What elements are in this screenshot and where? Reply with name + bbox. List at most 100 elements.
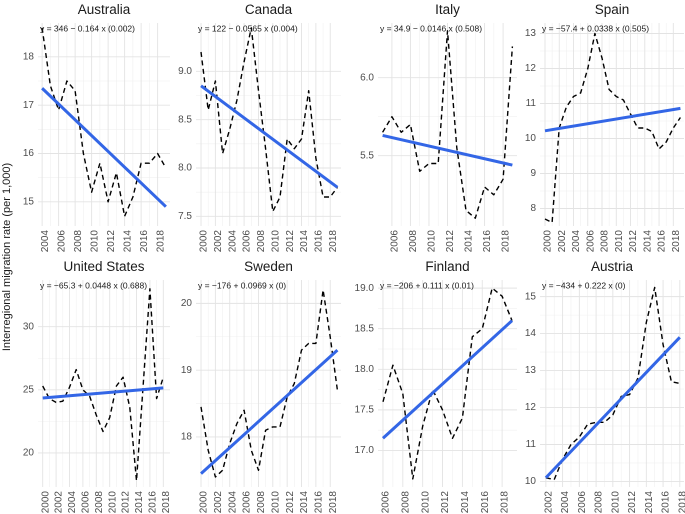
x-tick-label: 2014 [299, 491, 310, 514]
x-tick-label: 2018 [155, 230, 166, 253]
y-tick-label: 12 [525, 63, 537, 74]
series-line [545, 286, 680, 481]
trend-line [544, 336, 681, 479]
y-tick-label: 18 [23, 51, 35, 62]
x-tick-label: 2018 [500, 491, 511, 514]
x-tick-label: 2004 [227, 491, 238, 514]
x-tick-label: 2014 [644, 491, 655, 514]
y-tick-label: 18.5 [355, 323, 375, 334]
x-tick-label: 2012 [285, 230, 296, 253]
x-tick-label: 2018 [328, 230, 339, 253]
y-tick-label: 15 [23, 196, 35, 207]
x-tick-label: 2008 [594, 491, 605, 514]
x-tick-label: 2008 [408, 230, 419, 253]
y-tick-label: 17 [23, 100, 35, 111]
y-tick-label: 13 [525, 28, 537, 39]
trend-line [200, 349, 339, 475]
x-tick-label: 2016 [314, 230, 325, 253]
equation-label: y = −434 + 0.222 x (0) [542, 280, 626, 290]
x-tick-label: 2014 [460, 491, 471, 514]
equation-label: y = −57.4 + 0.0338 x (0.505) [542, 23, 649, 33]
y-tick-label: 11 [526, 98, 537, 109]
x-tick-label: 2016 [657, 230, 668, 253]
x-tick-label: 2006 [585, 230, 596, 253]
x-tick-label: 2006 [390, 230, 401, 253]
series-line [200, 289, 339, 478]
y-tick-label: 25 [23, 384, 35, 395]
x-tick-label: 2006 [81, 491, 92, 514]
panel-title: Spain [595, 2, 630, 17]
x-tick-label: 2010 [427, 230, 438, 253]
x-tick-label: 2006 [577, 491, 588, 514]
x-tick-label: 2016 [148, 491, 159, 514]
x-tick-label: 2002 [54, 491, 65, 514]
x-tick-label: 2016 [661, 491, 672, 514]
x-tick-label: 2016 [482, 230, 493, 253]
y-tick-label: 17.5 [355, 405, 375, 416]
x-tick-label: 2002 [213, 491, 224, 514]
y-tick-label: 17.0 [355, 445, 375, 456]
trend-line [544, 106, 681, 133]
equation-label: y = −65.3 + 0.0448 x (0.688) [40, 280, 147, 290]
equation-label: y = 34.9 − 0.0146 x (0.508) [380, 23, 482, 33]
x-tick-label: 2002 [544, 491, 555, 514]
x-tick-label: 2008 [94, 491, 105, 514]
series-line [41, 27, 167, 218]
trend-line [200, 84, 339, 189]
x-tick-label: 2016 [139, 230, 150, 253]
panel-0: 2004 2006 2008 2010 2012 2014 2016 2018 15 16 17 18… [23, 2, 170, 252]
x-tick-label: 2018 [328, 491, 339, 514]
x-tick-label: 2008 [256, 491, 267, 514]
x-tick-label: 2008 [400, 491, 411, 514]
panel-title: Sweden [244, 259, 293, 274]
y-tick-label: 8 [530, 203, 536, 214]
x-tick-label: 2014 [134, 491, 145, 514]
equation-label: y = 122 − 0.0565 x (0.004) [198, 23, 298, 33]
x-tick-label: 2010 [89, 230, 100, 253]
x-tick-label: 2010 [107, 491, 118, 514]
x-tick-label: 2004 [571, 230, 582, 253]
x-tick-label: 2000 [199, 230, 210, 253]
y-tick-label: 5.5 [360, 150, 374, 161]
x-tick-label: 2000 [199, 491, 210, 514]
panel-title: Finland [425, 259, 469, 274]
x-tick-label: 2018 [501, 230, 512, 253]
x-tick-label: 2018 [671, 230, 682, 253]
x-tick-label: 2010 [270, 230, 281, 253]
y-tick-label: 16 [23, 148, 35, 159]
y-tick-label: 19.0 [355, 283, 375, 294]
x-tick-label: 2004 [227, 230, 238, 253]
panel-4: 2000 2002 2004 2006 2008 2010 2012 2014 2016 2018… [23, 259, 172, 513]
x-tick-label: 2012 [106, 230, 117, 253]
panel-6: 2006 2008 2010 2012 2014 2016 2018 17.0 17.5 18.0… [355, 259, 517, 513]
series-line [544, 32, 681, 224]
x-tick-label: 2010 [420, 491, 431, 514]
x-tick-label: 2002 [213, 230, 224, 253]
y-tick-label: 18 [181, 432, 193, 443]
y-tick-label: 13 [525, 365, 537, 376]
panel-1: 2000 2002 2004 2006 2008 2010 2012 2014 2016 2018… [178, 2, 341, 252]
x-tick-label: 2006 [381, 491, 392, 514]
panel-3: 2000 2002 2004 2006 2008 2010 2012 2014 2016 2018… [525, 2, 684, 252]
trend-line [381, 319, 514, 440]
y-tick-label: 8.0 [178, 163, 192, 174]
trend-line [382, 133, 513, 167]
x-tick-label: 2000 [40, 491, 51, 514]
trend-line [42, 386, 164, 400]
y-tick-label: 7.5 [178, 211, 192, 222]
y-tick-label: 6.0 [360, 72, 374, 83]
x-tick-label: 2014 [299, 230, 310, 253]
y-tick-label: 12 [525, 402, 537, 413]
panel-title: Italy [435, 2, 460, 17]
x-tick-label: 2004 [67, 491, 78, 514]
x-tick-label: 2014 [122, 230, 133, 253]
series-line [42, 288, 164, 482]
x-tick-label: 2018 [161, 491, 172, 514]
equation-label: y = −206 + 0.111 x (0.01) [380, 280, 474, 290]
panel-title: Canada [245, 2, 293, 17]
series-line [381, 30, 514, 219]
x-tick-label: 2012 [440, 491, 451, 514]
y-tick-label: 10 [525, 133, 537, 144]
panel-2: 2006 2008 2010 2012 2014 2016 2018 5.5 6.0 y = 34… [360, 2, 517, 252]
